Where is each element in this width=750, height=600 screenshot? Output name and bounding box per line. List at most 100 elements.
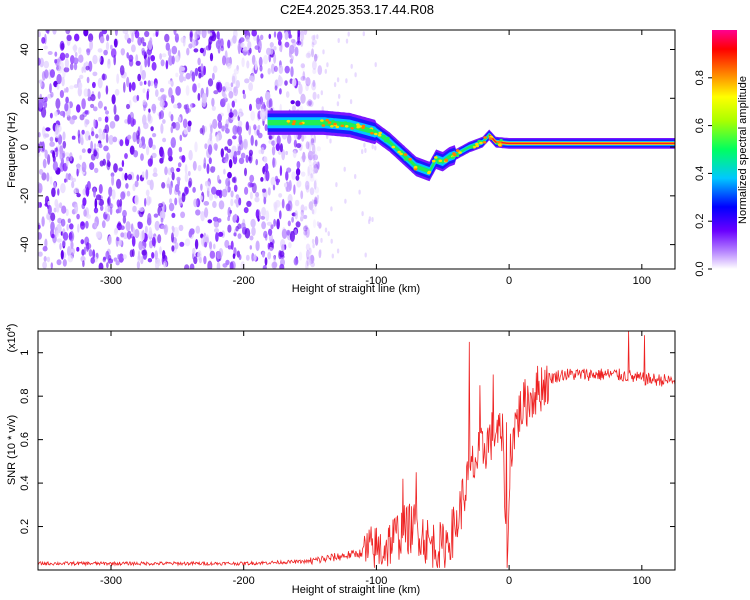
noise-speck xyxy=(333,82,337,88)
noise-speck xyxy=(49,69,56,78)
noise-speck xyxy=(55,230,59,238)
ridge-hotspot xyxy=(374,132,378,136)
noise-speck xyxy=(118,167,123,172)
noise-speck xyxy=(225,177,231,187)
noise-speck xyxy=(316,221,320,227)
noise-speck xyxy=(93,207,99,214)
noise-speck xyxy=(41,141,45,152)
noise-speck xyxy=(238,254,242,261)
ridge-hotspot xyxy=(330,125,334,128)
noise-speck xyxy=(204,207,209,218)
noise-speck xyxy=(170,114,174,122)
noise-speck xyxy=(215,232,219,242)
noise-speck xyxy=(361,211,364,217)
noise-speck xyxy=(233,232,237,237)
noise-speck xyxy=(207,144,213,155)
noise-speck xyxy=(46,30,50,35)
noise-speck xyxy=(151,61,157,71)
noise-speck xyxy=(326,62,329,68)
noise-speck xyxy=(64,152,70,157)
noise-speck xyxy=(179,134,183,141)
noise-speck xyxy=(76,246,80,252)
noise-speck xyxy=(54,51,58,57)
noise-speck xyxy=(308,247,312,255)
noise-speck xyxy=(278,39,282,46)
noise-speck xyxy=(101,30,108,35)
noise-speck xyxy=(122,215,127,224)
noise-speck xyxy=(247,41,252,50)
noise-speck xyxy=(305,174,311,186)
noise-speck xyxy=(364,252,367,258)
noise-speck xyxy=(216,251,222,260)
noise-speck xyxy=(81,249,85,256)
noise-speck xyxy=(286,229,291,236)
noise-speck xyxy=(295,100,301,107)
noise-speck xyxy=(38,57,41,66)
noise-speck xyxy=(288,241,292,249)
noise-speck xyxy=(192,160,197,171)
noise-speck xyxy=(287,220,291,227)
noise-speck xyxy=(314,186,320,194)
noise-speck xyxy=(264,163,269,172)
noise-speck xyxy=(58,60,64,71)
noise-speck xyxy=(61,205,67,214)
noise-speck xyxy=(251,30,257,37)
noise-speck xyxy=(368,219,371,225)
noise-speck xyxy=(214,228,219,233)
noise-speck xyxy=(148,137,153,149)
noise-speck xyxy=(201,125,205,136)
noise-speck xyxy=(136,261,140,269)
noise-speck xyxy=(70,247,75,255)
snr-ytick-label: 0.2 xyxy=(19,519,31,534)
ridge-hotspot xyxy=(472,146,477,149)
noise-speck xyxy=(324,227,328,233)
ridge-hotspot xyxy=(292,120,297,123)
noise-speck xyxy=(220,148,224,158)
noise-speck xyxy=(53,182,57,190)
noise-speck xyxy=(136,174,140,182)
noise-speck xyxy=(371,217,374,222)
noise-speck xyxy=(183,76,187,82)
noise-speck xyxy=(267,251,272,260)
noise-speck xyxy=(235,80,240,89)
noise-speck xyxy=(305,141,310,150)
noise-speck xyxy=(227,206,232,218)
noise-speck xyxy=(148,226,153,238)
noise-speck xyxy=(120,225,125,230)
noise-speck xyxy=(188,149,193,161)
ridge-hotspot xyxy=(413,167,418,171)
noise-speck xyxy=(299,214,305,220)
noise-speck xyxy=(57,188,60,196)
ridge-hotspot xyxy=(370,131,374,135)
noise-speck xyxy=(168,87,173,98)
noise-speck xyxy=(106,262,109,269)
noise-speck xyxy=(269,42,274,48)
noise-speck xyxy=(125,183,129,189)
noise-speck xyxy=(281,244,285,252)
noise-speck xyxy=(131,44,136,53)
spectrogram-ytick-label: -20 xyxy=(19,188,31,204)
noise-speck xyxy=(264,124,268,132)
noise-speck xyxy=(249,191,253,200)
noise-speck xyxy=(159,53,163,60)
noise-speck xyxy=(185,103,190,115)
noise-speck xyxy=(233,213,238,221)
ridge-hotspot xyxy=(438,159,443,163)
noise-speck xyxy=(159,99,165,108)
noise-speck xyxy=(212,72,215,81)
noise-speck xyxy=(93,149,98,157)
noise-speck xyxy=(320,237,323,243)
noise-speck xyxy=(88,135,91,141)
noise-speck xyxy=(90,140,93,151)
noise-speck xyxy=(43,45,48,50)
noise-speck xyxy=(47,200,51,206)
noise-speck xyxy=(99,160,104,167)
noise-speck xyxy=(251,226,256,236)
noise-speck xyxy=(358,189,361,195)
noise-speck xyxy=(300,216,304,222)
noise-speck xyxy=(43,256,47,262)
noise-speck xyxy=(330,206,333,212)
noise-speck xyxy=(308,161,313,167)
noise-speck xyxy=(132,118,137,126)
noise-speck xyxy=(76,213,80,220)
